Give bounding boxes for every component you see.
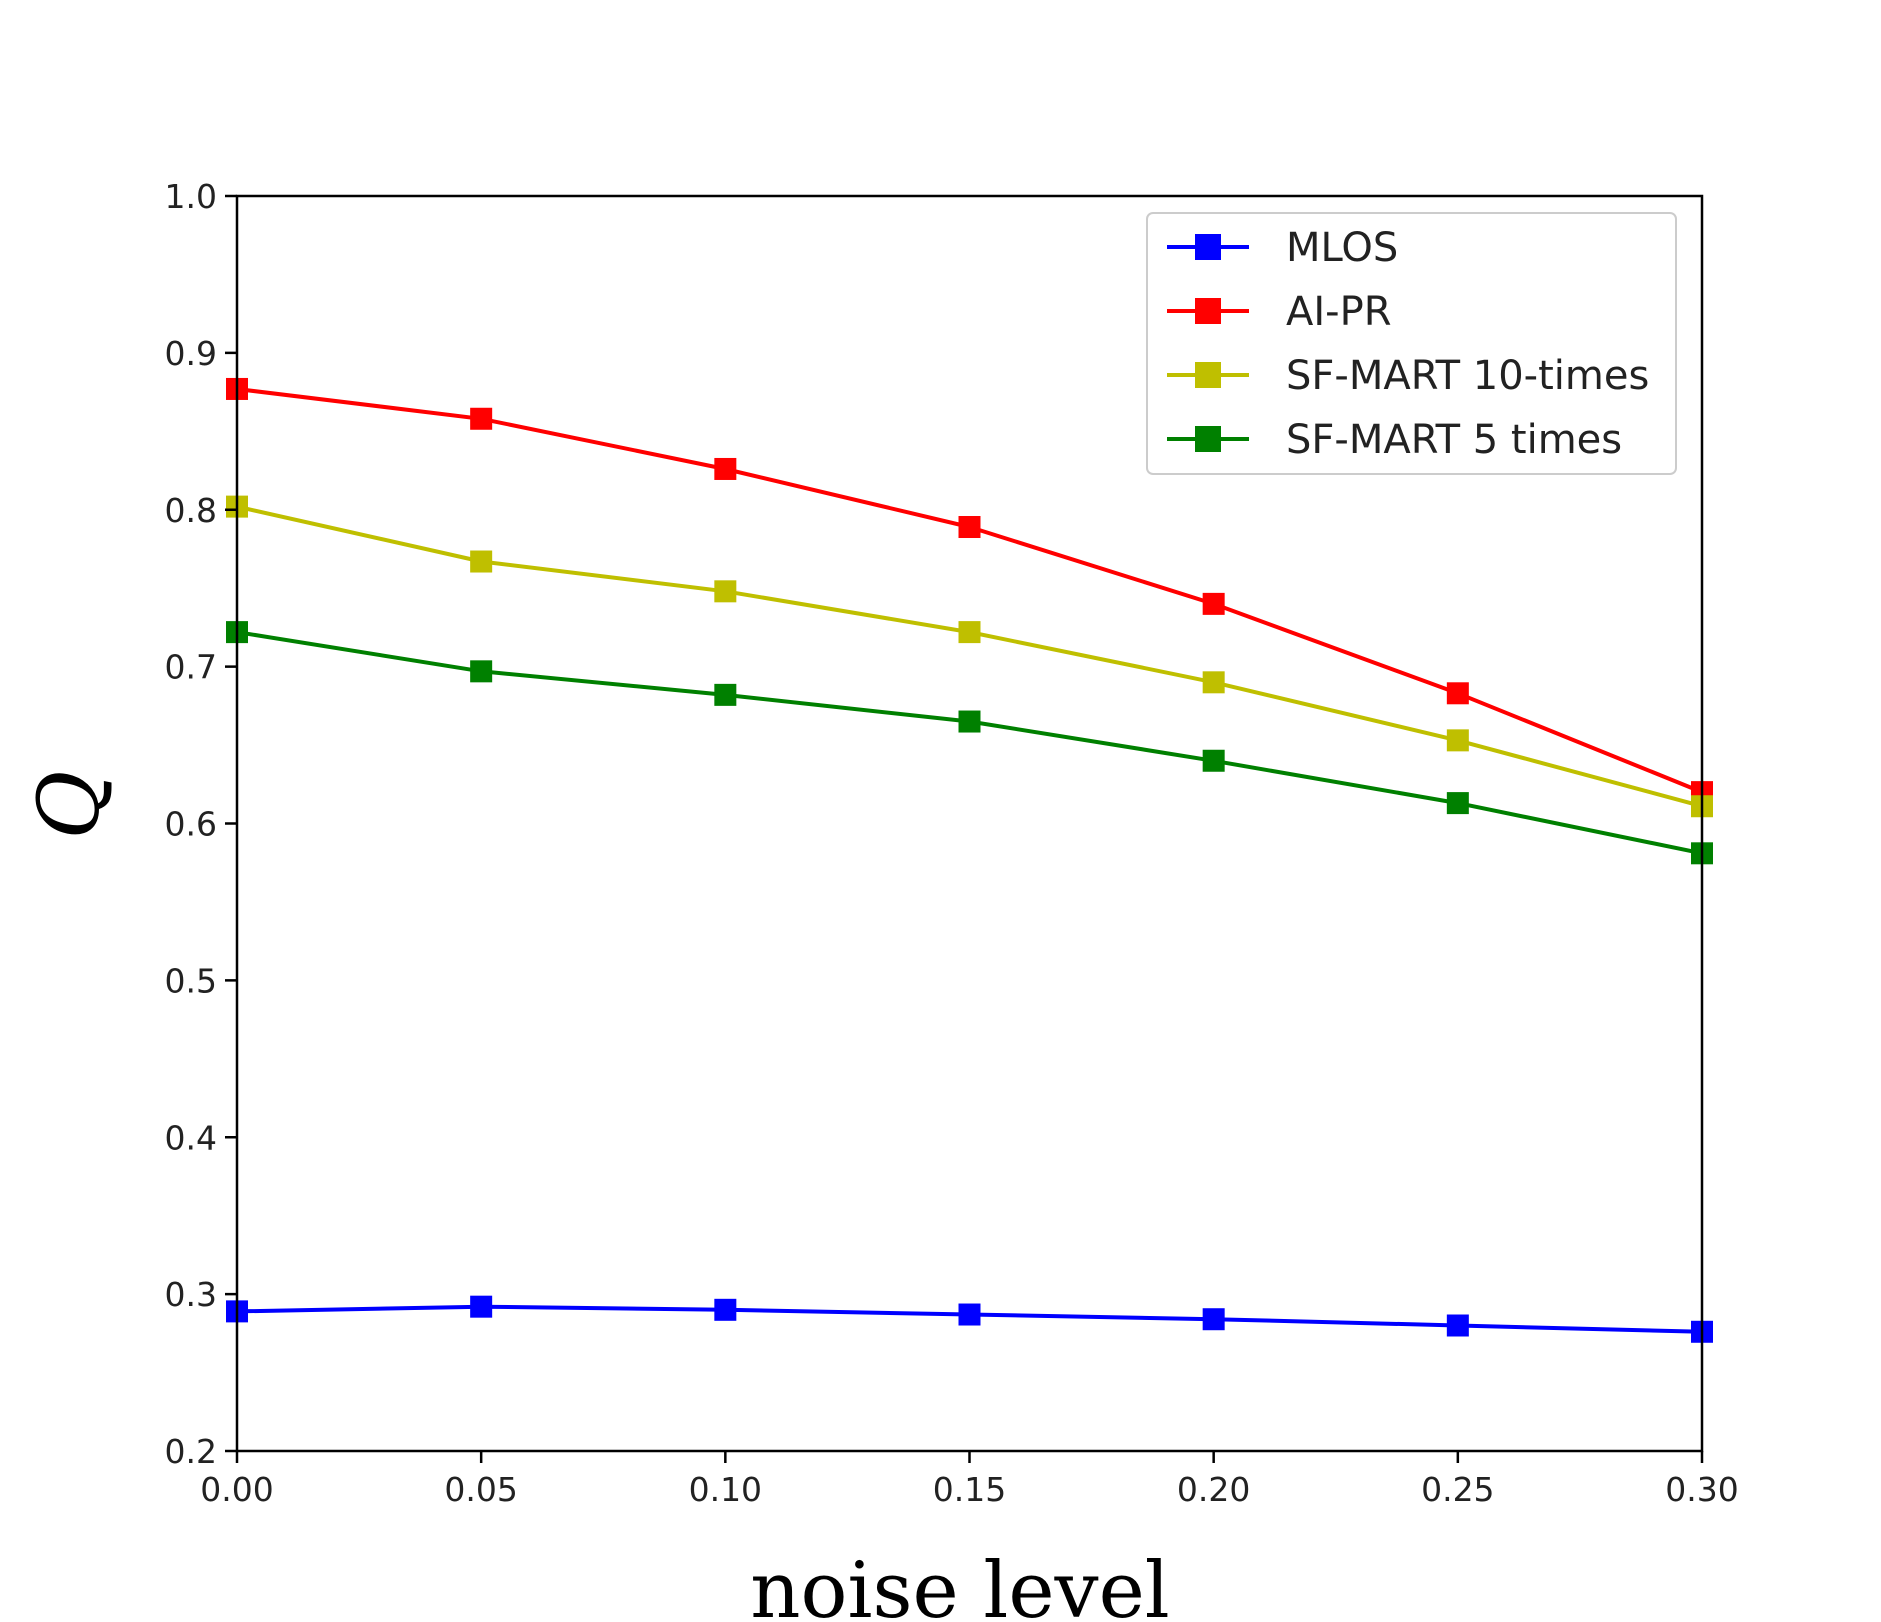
series-line-sf-mart-10-times — [236, 504, 1703, 809]
data-point-sf-mart-5-times — [1202, 749, 1225, 772]
legend-label-sf-mart-10-times: SF-MART 10-times — [1286, 353, 1649, 399]
y-tick-label: 0.7 — [165, 648, 217, 687]
legend-label-mlos: MLOS — [1286, 225, 1398, 271]
x-tick-label: 0.10 — [689, 1470, 762, 1509]
y-tick-label: 0.8 — [165, 491, 217, 530]
y-tick-label: 0.5 — [165, 961, 217, 1000]
data-point-mlos — [958, 1303, 981, 1326]
data-point-sf-mart-10-times — [1446, 729, 1469, 752]
data-point-mlos — [714, 1298, 737, 1321]
legend-box — [1146, 212, 1677, 475]
legend: MLOS AI-PR SF-MART 10-times SF-MART 5 times — [1146, 212, 1677, 475]
data-point-mlos — [470, 1295, 493, 1318]
data-point-sf-mart-5-times — [1446, 792, 1469, 815]
data-point-ai-pr — [470, 407, 493, 430]
series-layer — [226, 377, 1713, 1343]
x-tick-label: 0.00 — [200, 1470, 273, 1509]
series-line-sf-mart-5-times — [236, 630, 1703, 856]
x-tick-label: 0.15 — [933, 1470, 1006, 1509]
legend-marker-ai-pr — [1195, 298, 1221, 324]
y-tick-label: 0.3 — [165, 1275, 217, 1314]
x-tick-label: 0.30 — [1665, 1470, 1738, 1509]
y-tick-label: 0.4 — [165, 1118, 217, 1157]
data-point-sf-mart-5-times — [714, 683, 737, 706]
data-point-sf-mart-5-times — [470, 660, 493, 683]
data-point-sf-mart-5-times — [958, 710, 981, 733]
data-point-sf-mart-10-times — [714, 580, 737, 603]
y-tick-label: 0.2 — [165, 1432, 217, 1471]
data-point-ai-pr — [958, 516, 981, 539]
y-tick-label: 0.9 — [165, 334, 217, 373]
legend-marker-sf-mart-10-times — [1195, 362, 1221, 388]
data-point-mlos — [1446, 1314, 1469, 1337]
data-point-sf-mart-10-times — [470, 550, 493, 573]
x-axis-label: noise level — [750, 1546, 1169, 1622]
data-point-mlos — [1202, 1308, 1225, 1331]
legend-marker-mlos — [1195, 234, 1221, 260]
legend-marker-sf-mart-5-times — [1195, 426, 1221, 452]
y-axis-label: Q — [20, 771, 118, 840]
data-point-sf-mart-10-times — [1202, 671, 1225, 694]
x-tick-label: 0.20 — [1177, 1470, 1250, 1509]
x-tick-label: 0.05 — [444, 1470, 517, 1509]
data-point-ai-pr — [714, 457, 737, 480]
data-point-sf-mart-10-times — [958, 621, 981, 644]
x-axis-ticks: 0.00 0.05 0.10 0.15 0.20 0.25 0.30 — [200, 1451, 1739, 1509]
x-tick-label: 0.25 — [1421, 1470, 1494, 1509]
legend-label-ai-pr: AI-PR — [1286, 289, 1392, 335]
data-point-ai-pr — [1202, 592, 1225, 615]
y-tick-label: 1.0 — [165, 177, 217, 216]
y-axis-ticks: 0.2 0.3 0.4 0.5 0.6 0.7 0.8 0.9 1.0 — [165, 177, 237, 1471]
legend-label-sf-mart-5-times: SF-MART 5 times — [1286, 417, 1622, 463]
data-point-ai-pr — [1446, 682, 1469, 705]
y-tick-label: 0.6 — [165, 805, 217, 844]
